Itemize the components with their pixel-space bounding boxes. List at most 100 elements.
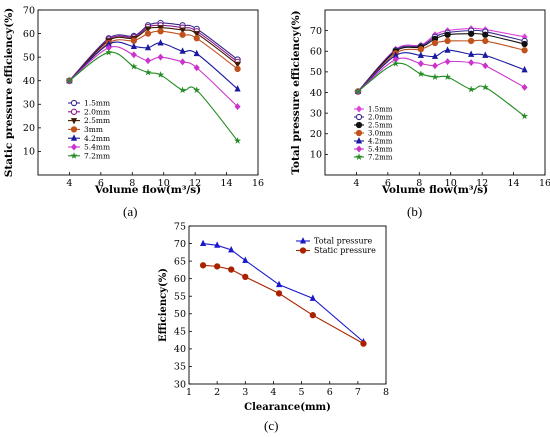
- data-point: [144, 26, 152, 33]
- legend-marker: [355, 137, 363, 144]
- y-tick-label: 50: [174, 309, 186, 320]
- data-point: [179, 31, 186, 38]
- x-tick-label: 16: [252, 178, 264, 189]
- legend-marker: [355, 153, 363, 161]
- data-point: [144, 43, 152, 51]
- legend-marker: [356, 105, 362, 113]
- y-tick-label: 70: [174, 239, 186, 250]
- data-point: [444, 46, 451, 53]
- y-tick-label: 50: [23, 52, 35, 63]
- legend-label: 2.5mm: [84, 116, 110, 125]
- data-point: [228, 266, 235, 273]
- x-tick-label: 7: [355, 387, 361, 398]
- legend-label: 5.4mm: [368, 146, 393, 154]
- legend-marker: [70, 126, 78, 133]
- data-point: [213, 263, 221, 270]
- plot-frame: [37, 9, 259, 176]
- y-tick-label: 75: [174, 221, 186, 232]
- chart-b: 4 6 8 10 12 14 16 10 20 30 40 50 60 70 Volume flow(m³/…: [290, 9, 550, 196]
- data-point: [481, 83, 489, 91]
- legend-marker: [355, 113, 363, 121]
- data-point: [482, 51, 489, 58]
- legend-marker: [355, 121, 363, 129]
- x-tick-label: 12: [476, 178, 488, 189]
- legend-label: Total pressure: [314, 237, 372, 246]
- data-point: [228, 245, 235, 253]
- y-tick-label: 50: [310, 67, 322, 78]
- y-axis-label: Total pressure efficiency(%): [290, 10, 302, 174]
- legend-marker: [299, 237, 307, 244]
- legend-label: 1.5mm: [84, 99, 110, 108]
- data-point: [157, 39, 164, 46]
- data-point: [431, 52, 439, 59]
- data-point: [417, 46, 425, 53]
- data-point: [199, 239, 207, 247]
- data-point: [193, 31, 200, 38]
- data-point: [444, 58, 451, 66]
- legend-marker: [355, 129, 363, 137]
- data-point: [520, 112, 529, 120]
- data-point: [145, 57, 151, 65]
- data-point: [444, 31, 451, 38]
- x-tick-label: 4: [270, 387, 276, 398]
- series-line: [69, 41, 238, 90]
- data-point: [309, 312, 316, 319]
- data-point: [242, 273, 249, 281]
- legend-label: 2.0mm: [84, 107, 110, 116]
- series-line: [203, 243, 364, 343]
- x-tick-label: 12: [189, 178, 201, 189]
- data-point: [65, 76, 74, 84]
- y-tick-label: 45: [174, 327, 186, 338]
- data-point: [354, 87, 362, 95]
- data-point: [214, 241, 221, 248]
- y-axis-label: Efficiency(%): [158, 268, 169, 342]
- panel-label-a: (a): [123, 204, 138, 219]
- legend-label: 3mm: [84, 125, 103, 134]
- x-tick-label: 2: [214, 387, 220, 398]
- legend-label: 7.2mm: [368, 154, 393, 162]
- data-point: [443, 73, 452, 81]
- y-tick-label: 40: [23, 76, 35, 87]
- legend-label: 5.4mm: [84, 143, 110, 152]
- x-tick-label: 4: [353, 178, 359, 189]
- data-point: [275, 280, 283, 288]
- chart-c: 1 2 3 4 5 6 7 830354045505560657075Clearance(mm…: [158, 221, 389, 413]
- data-point: [431, 73, 439, 81]
- x-tick-label: 4: [66, 178, 72, 189]
- data-point: [417, 51, 424, 58]
- y-tick-label: 60: [174, 274, 186, 285]
- data-point: [275, 290, 283, 297]
- data-point: [444, 37, 451, 45]
- x-tick-label: 10: [158, 178, 170, 189]
- data-point: [157, 53, 164, 61]
- y-axis-label: Static pressure efficiency(%): [3, 8, 15, 177]
- x-tick-label: 14: [221, 178, 233, 189]
- data-point: [482, 62, 489, 70]
- legend-marker: [70, 134, 78, 141]
- series-line: [357, 33, 525, 92]
- y-tick-label: 35: [174, 362, 186, 373]
- data-point: [144, 30, 152, 37]
- data-point: [234, 103, 241, 111]
- y-tick-label: 10: [23, 147, 35, 158]
- data-point: [193, 64, 200, 72]
- data-point: [130, 62, 138, 70]
- data-point: [234, 61, 241, 69]
- data-point: [179, 58, 186, 66]
- data-point: [179, 27, 186, 34]
- data-point: [417, 60, 424, 68]
- data-point: [309, 294, 316, 301]
- x-axis-label: Volume flow(m³/s): [381, 184, 488, 196]
- panel-label-b: (b): [407, 204, 423, 219]
- legend-label: 2.5mm: [368, 122, 393, 130]
- data-point: [193, 35, 200, 42]
- y-tick-label: 70: [310, 26, 322, 37]
- data-point: [242, 256, 249, 263]
- data-point: [234, 85, 241, 92]
- chart-a: 4 6 8 10 12 14 16 10 20 30 40 50 60 70 Volume flow(m³/…: [3, 5, 264, 196]
- y-tick-label: 30: [174, 379, 186, 390]
- legend-label: 4.2mm: [368, 138, 393, 146]
- series-line: [357, 29, 525, 92]
